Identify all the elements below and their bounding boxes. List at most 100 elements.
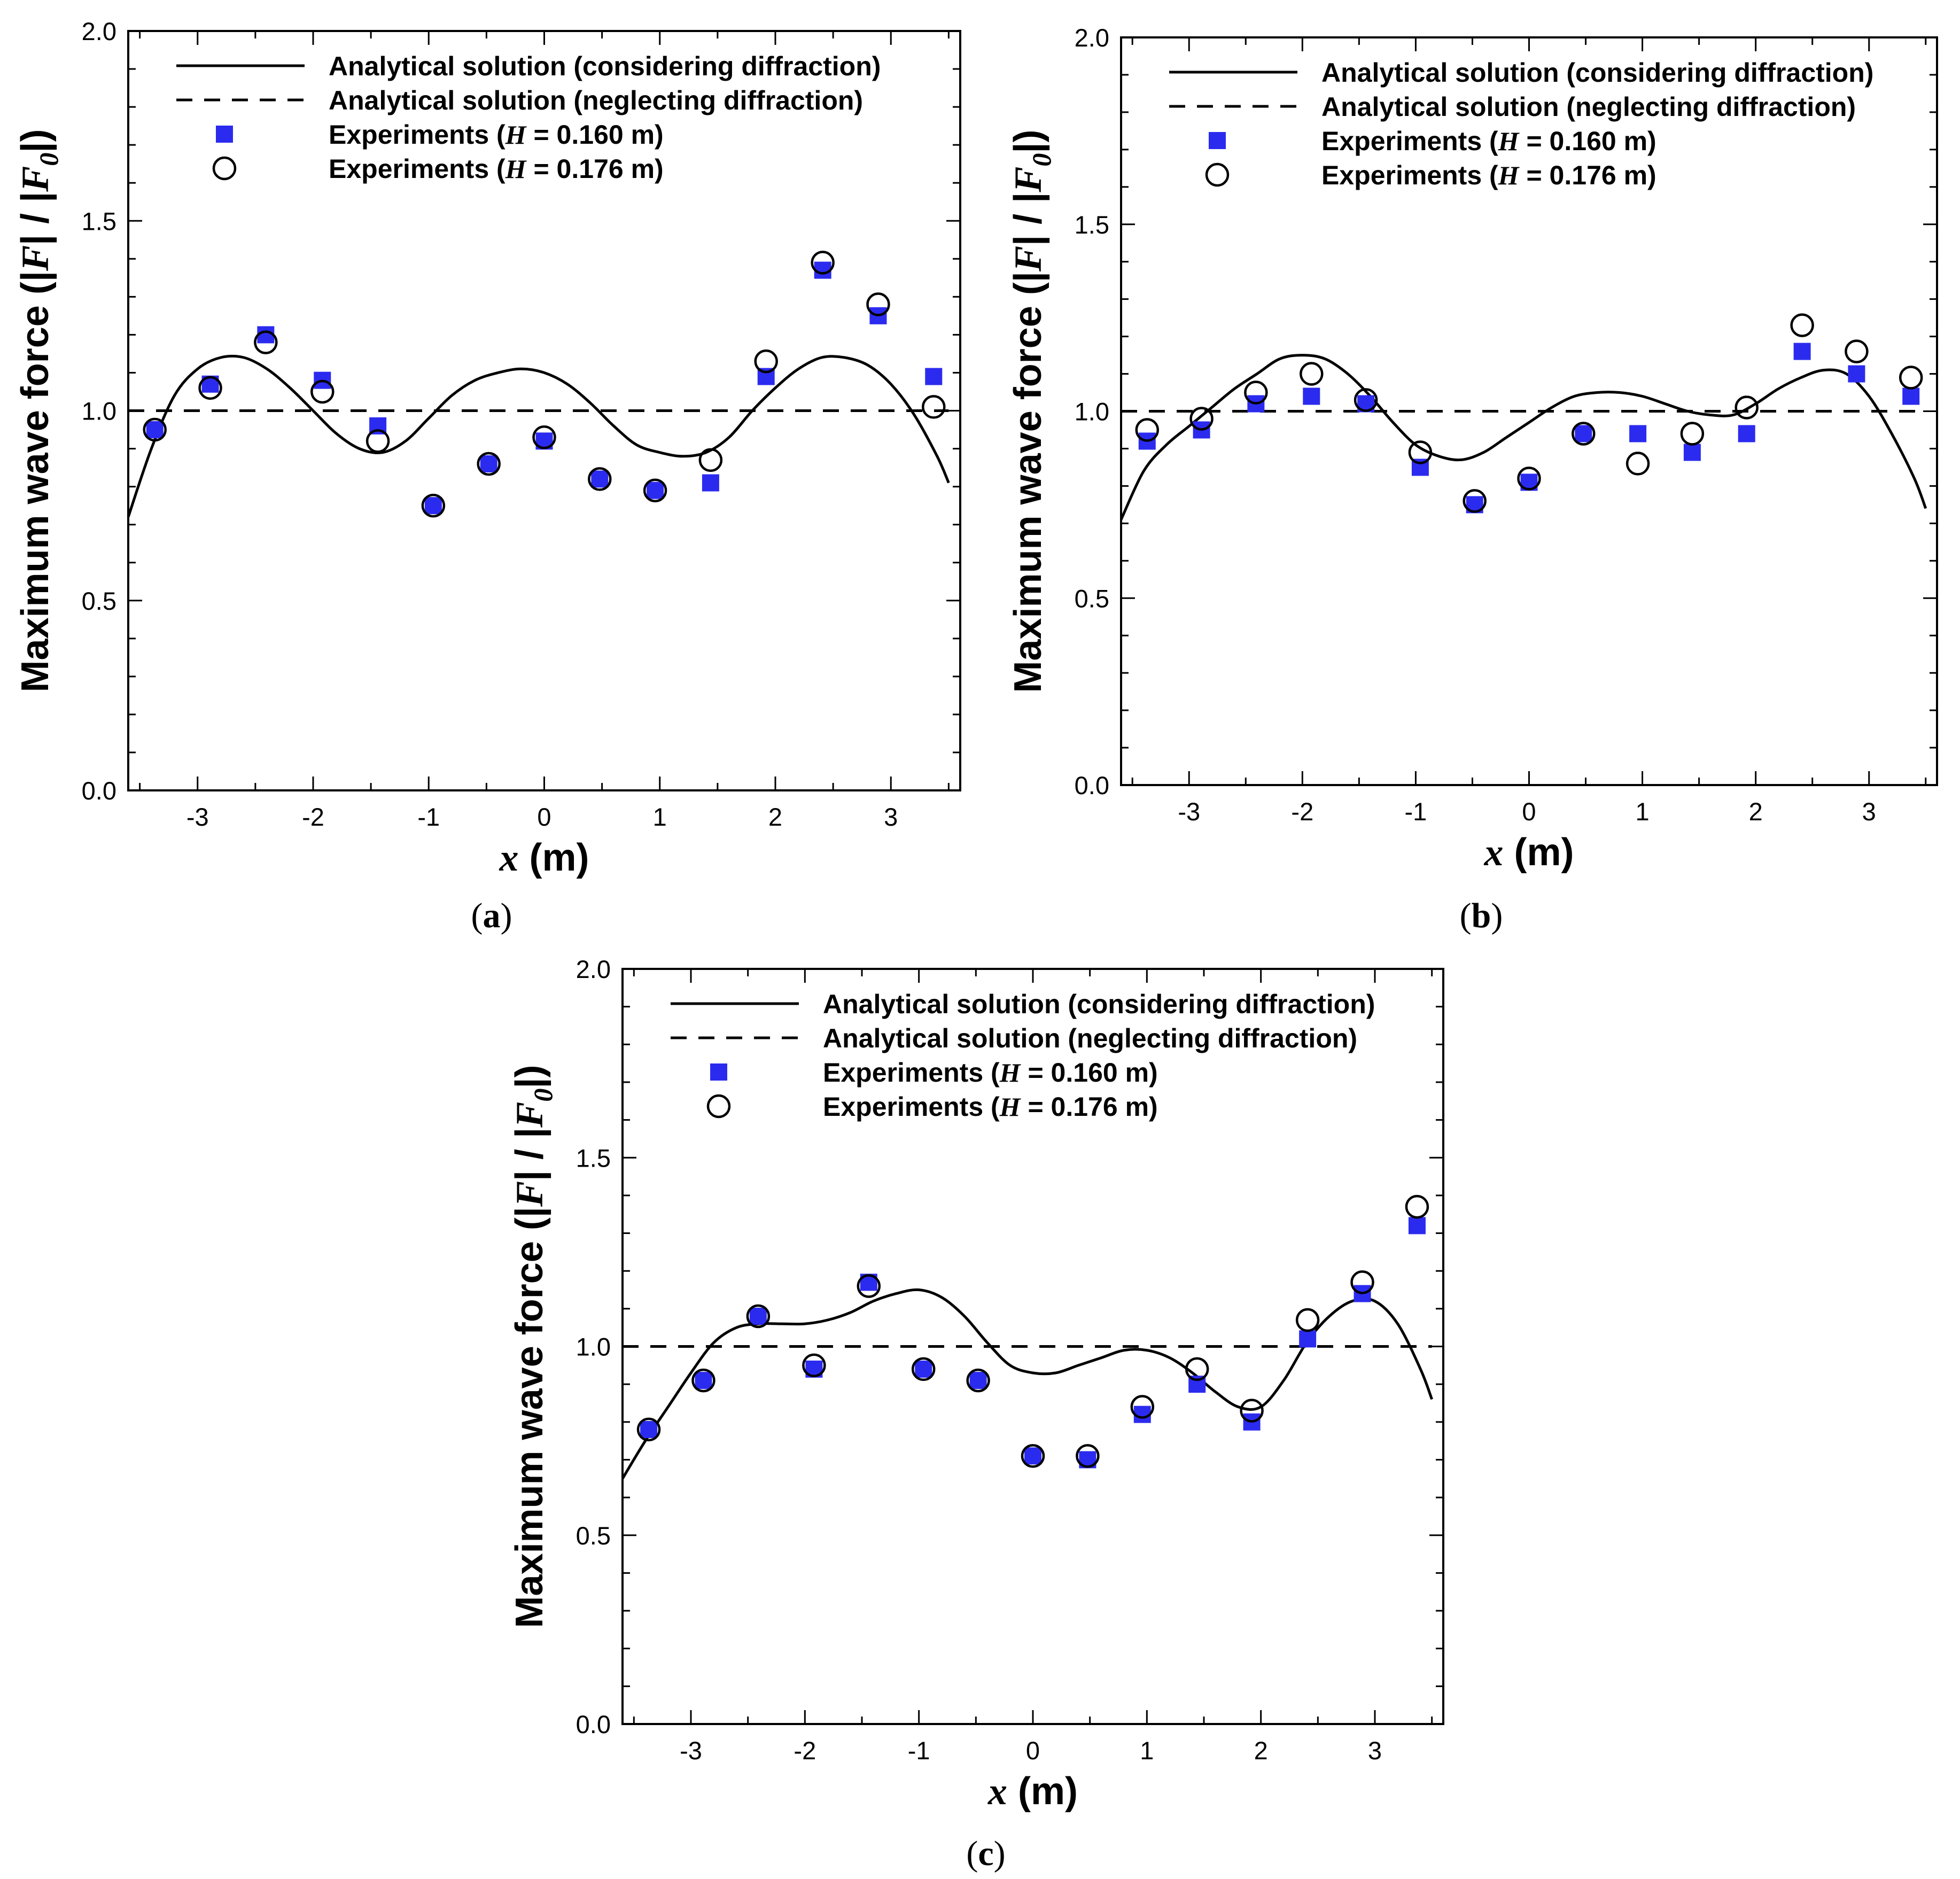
legend-label-suffix: = 0.160 m) xyxy=(1021,1058,1158,1088)
y-axis-title: Maximum wave force (|F| / |F0|) xyxy=(14,129,64,693)
data-point-circle xyxy=(1021,1444,1045,1468)
legend-label: Analytical solution (considering diffrac… xyxy=(329,51,881,81)
data-point-circle xyxy=(1185,1357,1209,1381)
legend-label: Analytical solution (neglecting diffract… xyxy=(1321,92,1856,122)
x-axis-title: x (m) xyxy=(1484,831,1574,874)
y-axis-title-prefix: Maximum wave force (| xyxy=(508,1207,551,1628)
y-axis-title-prefix: Maximum wave force (| xyxy=(14,271,57,692)
panel-c: 0.0 0.5 1.0 1.5 2.0 -3 -2 -1 0 1 2 3 x (m) Maximum wa… xyxy=(508,955,1444,1873)
x-axis-title: x (m) xyxy=(499,836,589,879)
y-tick-label: 1.0 xyxy=(82,397,116,425)
data-point-circle xyxy=(643,478,667,502)
x-axis: -3 -2 -1 0 1 2 3 xyxy=(139,31,950,831)
series-line-considering-diffraction xyxy=(127,354,950,518)
data-point-square xyxy=(1408,1217,1426,1234)
data-point-square xyxy=(702,474,719,492)
data-point-circle xyxy=(254,330,278,354)
panel-caption-letter: b xyxy=(1472,896,1491,935)
legend-label-var: H xyxy=(999,1092,1022,1122)
y-axis-title-var-f0: F xyxy=(1007,167,1049,193)
legend-label-suffix: = 0.160 m) xyxy=(1519,126,1656,156)
x-axis-title-unit: (m) xyxy=(1504,831,1574,874)
panel-caption-open: ( xyxy=(1460,896,1472,935)
data-point-circle xyxy=(802,1353,826,1378)
panel-caption-close: ) xyxy=(501,896,512,935)
x-axis-title-var: x xyxy=(499,836,519,879)
y-axis-title-suffix: |) xyxy=(508,1065,551,1089)
data-point-circle xyxy=(1463,489,1487,513)
legend-label: Analytical solution (considering diffrac… xyxy=(1321,58,1873,88)
y-tick-label: 2.0 xyxy=(1075,24,1109,52)
legend-label: Experiments (H = 0.160 m) xyxy=(329,120,664,150)
series-line-considering-diffraction xyxy=(1119,354,1927,521)
panel-caption-close: ) xyxy=(1491,896,1503,935)
legend: Analytical solution (considering diffrac… xyxy=(1169,58,1873,190)
legend-label: Experiments (H = 0.176 m) xyxy=(823,1092,1158,1122)
data-point-square xyxy=(969,1372,987,1389)
data-point-circle xyxy=(1408,440,1433,464)
y-axis: 0.0 0.5 1.0 1.5 2.0 xyxy=(576,955,1443,1738)
x-tick-label: -2 xyxy=(1291,797,1313,826)
panel-b: 0.0 0.5 1.0 1.5 2.0 -3 -2 -1 0 1 2 3 x (m) Maximum wa… xyxy=(1007,24,1938,935)
data-point-circle xyxy=(477,452,501,476)
y-axis-title-var-f: F xyxy=(1007,246,1049,272)
data-point-square xyxy=(814,261,831,279)
data-point-square xyxy=(915,1360,932,1378)
data-point-circle xyxy=(866,292,890,316)
data-point-square xyxy=(1738,425,1755,442)
data-point-circle xyxy=(1405,1194,1429,1219)
legend-label-suffix: = 0.176 m) xyxy=(1519,160,1656,190)
y-axis-title-var-f: F xyxy=(508,1181,551,1207)
series-circles-h0176 xyxy=(636,1194,1429,1468)
data-point-square xyxy=(1575,425,1592,442)
data-point-circle xyxy=(198,376,222,400)
data-point-circle xyxy=(1350,1270,1374,1294)
y-axis-title-mid: | / | xyxy=(14,192,57,245)
x-tick-label: 1 xyxy=(653,803,667,831)
legend-label: Analytical solution (neglecting diffract… xyxy=(329,86,863,115)
legend-symbol-circle xyxy=(1205,162,1230,187)
legend-label-var: H xyxy=(505,120,527,150)
x-axis-title-var: x xyxy=(1484,831,1504,874)
data-point-circle xyxy=(1735,395,1759,420)
y-tick-label: 0.5 xyxy=(82,587,116,615)
data-point-square xyxy=(1024,1447,1041,1465)
legend-label: Experiments (H = 0.160 m) xyxy=(823,1058,1158,1088)
y-tick-label: 1.5 xyxy=(1075,211,1109,239)
data-point-circle xyxy=(966,1368,990,1393)
y-axis: 0.0 0.5 1.0 1.5 2.0 xyxy=(1075,24,1937,799)
data-point-circle xyxy=(365,429,390,453)
data-point-circle xyxy=(746,1304,771,1329)
data-point-circle xyxy=(1625,452,1650,476)
data-point-circle xyxy=(1845,339,1869,363)
data-point-square xyxy=(424,497,442,515)
x-tick-label: 3 xyxy=(1368,1736,1382,1765)
x-tick-label: 0 xyxy=(1026,1736,1040,1765)
data-point-square xyxy=(146,421,164,439)
legend-label-suffix: = 0.176 m) xyxy=(1021,1092,1158,1122)
data-point-circle xyxy=(636,1417,661,1442)
data-point-square xyxy=(925,368,943,385)
data-point-circle xyxy=(857,1274,881,1298)
data-point-circle xyxy=(1135,418,1160,442)
legend: Analytical solution (considering diffrac… xyxy=(176,51,881,184)
legend-label-suffix: = 0.176 m) xyxy=(526,154,664,184)
data-point-circle xyxy=(1899,366,1923,390)
x-axis: -3 -2 -1 0 1 2 3 xyxy=(633,969,1433,1765)
data-point-square xyxy=(480,455,497,472)
x-tick-label: 1 xyxy=(1636,797,1650,826)
y-tick-label: 0.5 xyxy=(576,1521,611,1550)
y-axis-title-mid: | / | xyxy=(508,1128,551,1181)
panel-caption: (a) xyxy=(471,896,512,935)
data-point-circle xyxy=(532,425,556,449)
x-tick-label: -1 xyxy=(908,1736,930,1765)
data-point-square xyxy=(1793,343,1811,360)
x-axis-title-var: x xyxy=(987,1770,1007,1813)
data-point-circle xyxy=(1130,1395,1155,1419)
legend-symbol-square xyxy=(710,1063,727,1081)
y-axis-title-subscript: 0 xyxy=(1026,153,1056,167)
data-point-square xyxy=(257,326,275,344)
data-point-circle xyxy=(421,493,446,518)
panel-caption: (c) xyxy=(966,1834,1005,1873)
legend-label: Analytical solution (neglecting diffract… xyxy=(823,1023,1357,1053)
